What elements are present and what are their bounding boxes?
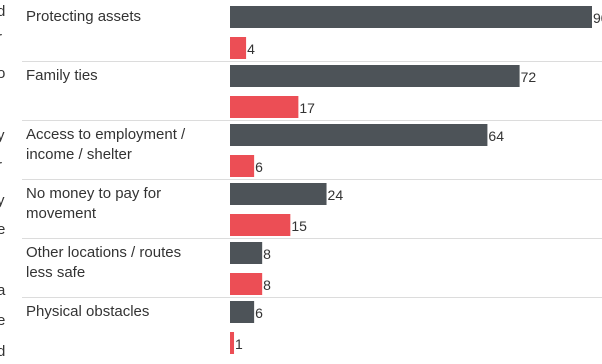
cut-off-letter: e [0, 221, 5, 238]
cut-off-letter: y [0, 192, 5, 209]
cut-off-letter: o [0, 65, 5, 82]
value-label: 8 [263, 277, 271, 293]
bar-dark [230, 124, 488, 146]
category-label: Protecting assets [26, 8, 141, 25]
cut-off-letter: r [0, 157, 2, 174]
bar-dark [230, 6, 592, 28]
cut-off-letter: d [0, 343, 5, 360]
category-label: Physical obstacles [26, 303, 149, 320]
category-label: Other locations / routes [26, 244, 181, 261]
category-label: Access to employment / [26, 126, 186, 143]
bar-dark [230, 301, 255, 323]
bar-red [230, 37, 247, 59]
value-label: 1 [235, 336, 243, 352]
cut-off-letter: y [0, 127, 5, 144]
value-label: 6 [255, 305, 263, 321]
cut-off-letter: d [0, 3, 5, 20]
value-label: 72 [521, 69, 537, 85]
cut-off-letter: a [0, 282, 6, 299]
bar-red [230, 155, 255, 177]
category-label: No money to pay for [26, 185, 161, 202]
bar-dark [230, 65, 520, 87]
bar-red [230, 96, 299, 118]
cut-off-letter: e [0, 312, 5, 329]
value-label: 64 [488, 128, 504, 144]
bar-red [230, 332, 235, 354]
bar-dark [230, 242, 263, 264]
value-label: 24 [328, 187, 344, 203]
bar-dark [230, 183, 327, 205]
cut-off-letter: . [0, 94, 1, 111]
value-label: 90 [593, 10, 602, 26]
cut-off-letter: r [0, 29, 2, 46]
value-label: 6 [255, 159, 263, 175]
category-label: income / shelter [26, 146, 132, 163]
value-label: 17 [299, 100, 315, 116]
category-label: Family ties [26, 67, 98, 84]
category-label: movement [26, 205, 97, 222]
bar-red [230, 214, 291, 236]
value-label: 8 [263, 246, 271, 262]
value-label: 4 [247, 41, 255, 57]
value-label: 15 [291, 218, 307, 234]
category-label: less safe [26, 264, 85, 281]
bar-red [230, 273, 263, 295]
